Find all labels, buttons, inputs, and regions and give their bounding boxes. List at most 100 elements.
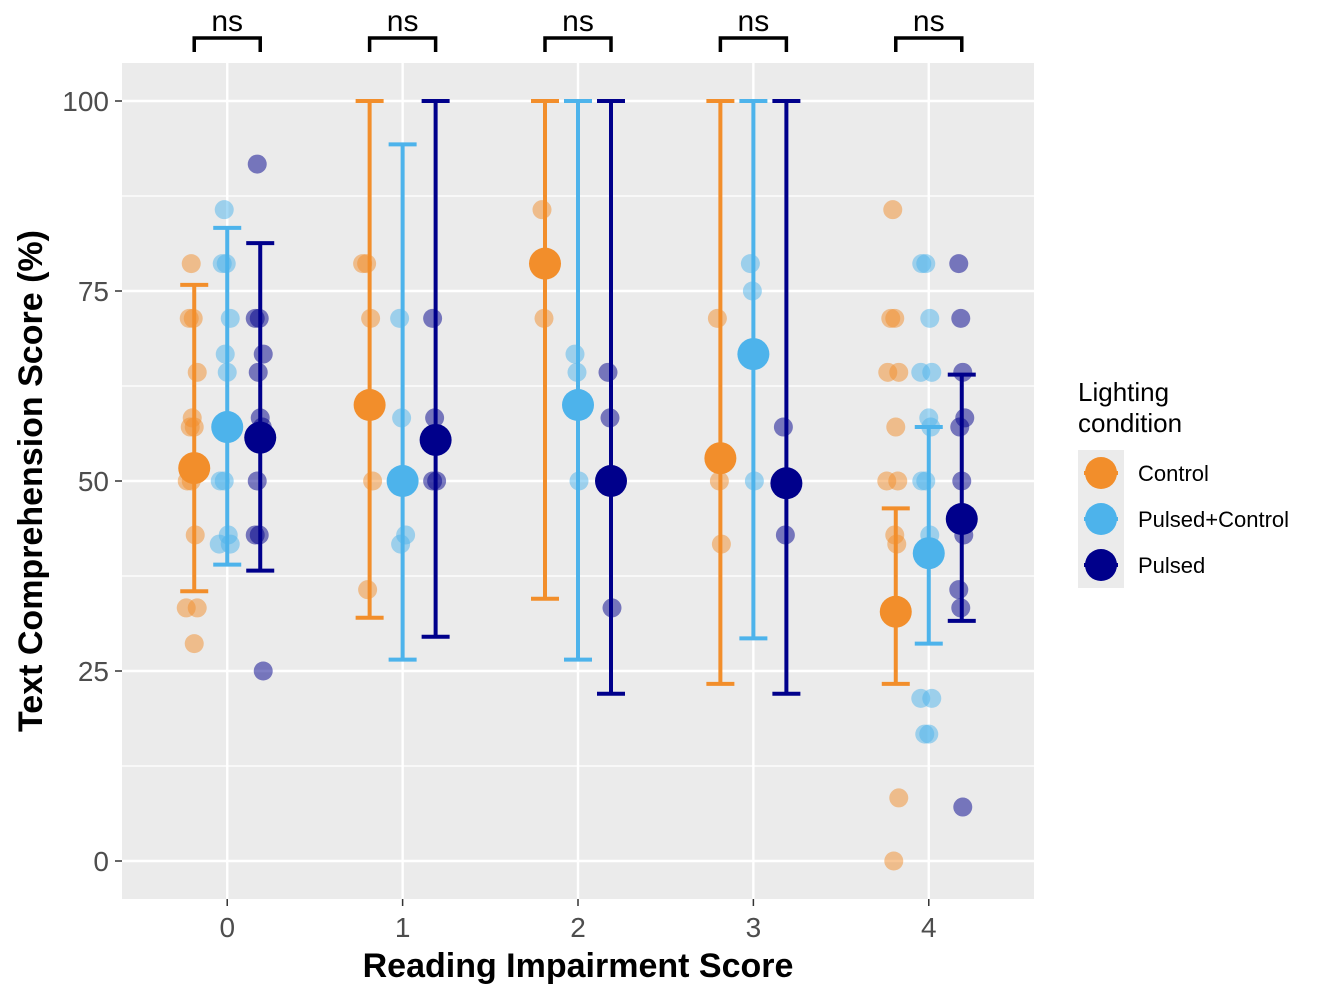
data-point [220, 308, 240, 328]
legend-label: Control [1138, 461, 1209, 486]
data-point [425, 408, 445, 428]
data-point [911, 688, 931, 708]
data-point [950, 417, 970, 437]
x-tick-label: 1 [395, 912, 411, 943]
x-axis-title: Reading Impairment Score [363, 947, 794, 985]
data-point [184, 634, 204, 654]
data-point [602, 598, 622, 618]
data-point [215, 344, 235, 364]
data-point [247, 154, 267, 174]
significance-bracket [718, 36, 789, 52]
data-point [742, 281, 762, 301]
data-point [952, 471, 972, 491]
data-point [877, 471, 897, 491]
data-point [889, 788, 909, 808]
data-point [423, 471, 443, 491]
y-tick-label: 25 [78, 656, 109, 687]
data-point [920, 308, 940, 328]
legend-key-marker [1085, 549, 1117, 581]
data-point [358, 580, 378, 600]
data-point [878, 362, 898, 382]
data-point [247, 471, 267, 491]
data-point [248, 362, 268, 382]
data-point [744, 471, 764, 491]
data-point [534, 308, 554, 328]
data-point [392, 408, 412, 428]
significance-label: ns [913, 5, 945, 38]
data-point [912, 254, 932, 274]
y-tick-label: 50 [78, 466, 109, 497]
x-tick-label: 2 [570, 912, 586, 943]
data-point [886, 417, 906, 437]
data-point [245, 525, 265, 545]
legend-label: Pulsed+Control [1138, 507, 1289, 532]
mean-point [353, 389, 386, 421]
legend-title-line-1: Lighting [1078, 377, 1169, 407]
mean-point [178, 452, 211, 485]
data-point [711, 534, 731, 554]
y-tick-label: 100 [62, 86, 109, 117]
data-point [740, 254, 760, 274]
data-point [949, 254, 969, 274]
legend-label: Pulsed [1138, 553, 1205, 578]
legend: Lighting condition Control Pulsed+Control… [1078, 377, 1289, 588]
data-point [951, 308, 971, 328]
data-point [565, 344, 585, 364]
mean-point [595, 465, 627, 497]
data-point [567, 362, 587, 382]
significance-label: ns [211, 5, 243, 38]
data-point [185, 525, 205, 545]
data-point [363, 471, 383, 491]
data-point [600, 408, 620, 428]
mean-point [562, 389, 594, 421]
mean-point [879, 595, 912, 628]
data-point [773, 417, 793, 437]
data-point [953, 362, 973, 382]
data-point [883, 200, 903, 220]
data-point [245, 308, 265, 328]
mean-point [529, 247, 561, 280]
data-point [210, 471, 230, 491]
data-point [881, 308, 901, 328]
data-point [179, 308, 199, 328]
data-point [953, 797, 973, 817]
mean-point [704, 442, 737, 475]
y-axis-title: Text Comprehension Score (%) [12, 230, 50, 732]
data-point [951, 598, 971, 618]
significance-bracket [543, 36, 613, 52]
significance-bracket [367, 36, 438, 52]
legend-key-marker [1085, 503, 1117, 535]
y-tick-label: 0 [93, 846, 109, 877]
significance-brackets: ns ns ns ns ns [192, 5, 964, 52]
data-point [217, 362, 237, 382]
data-point [390, 308, 410, 328]
data-point [423, 308, 443, 328]
data-point [949, 580, 969, 600]
x-axis-ticks: 0 1 2 3 4 [219, 899, 937, 943]
mean-point [419, 423, 452, 456]
data-point [253, 661, 273, 681]
mean-point [912, 537, 945, 570]
mean-point [211, 411, 244, 444]
mean-point [386, 465, 419, 497]
error-bars [180, 99, 976, 696]
mean-point [737, 338, 770, 371]
data-point [181, 254, 201, 274]
data-point [887, 534, 907, 554]
data-point [709, 471, 729, 491]
data-point [180, 417, 200, 437]
data-point [214, 200, 234, 220]
data-point [187, 362, 207, 382]
significance-label: ns [562, 5, 594, 38]
data-point [598, 362, 618, 382]
legend-key-marker [1085, 457, 1117, 489]
legend-title-line-2: condition [1078, 408, 1182, 438]
mean-markers [178, 247, 978, 628]
data-point [253, 344, 273, 364]
data-point [775, 525, 795, 545]
data-point [915, 724, 935, 744]
data-point [921, 417, 941, 437]
significance-bracket [894, 36, 964, 52]
data-point [391, 534, 411, 554]
